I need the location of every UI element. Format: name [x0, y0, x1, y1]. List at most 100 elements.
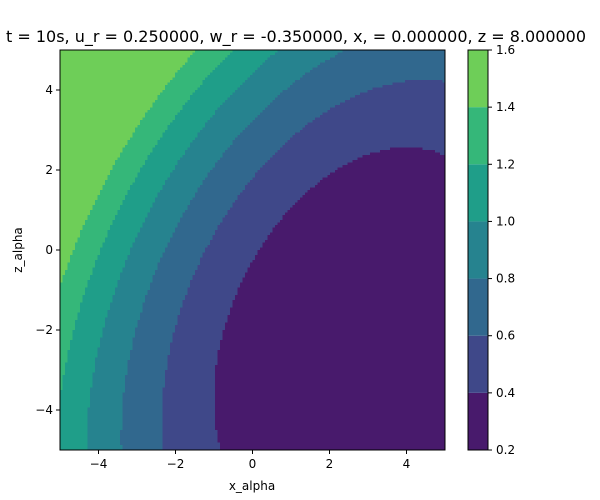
contour-cell [230, 105, 233, 108]
contour-cell [298, 70, 301, 73]
contour-cell [315, 128, 318, 131]
contour-cell [103, 110, 106, 113]
contour-cell [323, 128, 326, 131]
contour-cell [330, 108, 333, 111]
contour-cell [390, 63, 393, 66]
contour-cell [295, 70, 298, 73]
contour-cell [120, 90, 123, 93]
contour-cell [135, 118, 138, 121]
contour-cell [133, 88, 136, 91]
contour-cell [355, 78, 358, 81]
contour-cell [405, 58, 408, 61]
contour-cell [205, 123, 208, 126]
contour-cell [243, 95, 246, 98]
contour-cell [158, 75, 161, 78]
contour-cell [150, 95, 153, 98]
contour-cell [183, 78, 186, 81]
contour-cell [323, 68, 326, 71]
contour-cell [113, 118, 116, 121]
contour-cell [133, 78, 136, 81]
contour-cell [68, 110, 71, 113]
contour-cell [398, 70, 401, 73]
contour-cell [345, 53, 348, 56]
contour-cell [210, 120, 213, 123]
contour-cell [120, 113, 123, 116]
contour-cell [295, 93, 298, 96]
contour-cell [303, 90, 306, 93]
contour-cell [155, 58, 158, 61]
contour-cell [233, 78, 236, 81]
contour-cell [168, 95, 171, 98]
contour-cell [255, 115, 258, 118]
contour-cell [160, 128, 163, 131]
contour-cell [148, 80, 151, 83]
contour-cell [103, 70, 106, 73]
contour-cell [360, 118, 363, 121]
contour-cell [353, 115, 356, 118]
contour-cell [220, 93, 223, 96]
contour-cell [250, 65, 253, 68]
contour-cell [155, 93, 158, 96]
contour-cell [113, 110, 116, 113]
contour-cell [218, 78, 221, 81]
contour-cell [135, 53, 138, 56]
contour-cell [70, 98, 73, 101]
contour-cell [240, 93, 243, 96]
contour-cell [408, 78, 411, 81]
contour-cell [435, 75, 438, 78]
contour-cell [273, 93, 276, 96]
contour-cell [68, 70, 71, 73]
contour-cell [175, 130, 178, 133]
contour-cell [428, 100, 431, 103]
contour-cell [200, 63, 203, 66]
contour-cell [298, 68, 301, 71]
contour-cell [63, 108, 66, 111]
contour-cell [195, 125, 198, 128]
contour-cell [273, 70, 276, 73]
contour-cell [295, 83, 298, 86]
contour-cell [318, 75, 321, 78]
contour-cell [345, 75, 348, 78]
contour-cell [273, 105, 276, 108]
contour-cell [173, 108, 176, 111]
contour-cell [293, 88, 296, 91]
contour-cell [143, 123, 146, 126]
contour-cell [260, 108, 263, 111]
contour-cell [250, 115, 253, 118]
contour-cell [210, 75, 213, 78]
contour-cell [433, 118, 436, 121]
contour-cell [148, 113, 151, 116]
contour-cell [93, 63, 96, 66]
contour-cell [335, 98, 338, 101]
contour-cell [365, 113, 368, 116]
contour-cell [400, 75, 403, 78]
contour-cell [250, 95, 253, 98]
contour-cell [263, 78, 266, 81]
contour-cell [345, 85, 348, 88]
contour-cell [120, 83, 123, 86]
contour-cell [110, 80, 113, 83]
contour-cell [205, 100, 208, 103]
contour-cell [383, 60, 386, 63]
contour-cell [140, 98, 143, 101]
contour-cell [348, 98, 351, 101]
contour-cell [265, 73, 268, 76]
contour-cell [198, 88, 201, 91]
contour-cell [365, 75, 368, 78]
contour-cell [318, 53, 321, 56]
contour-cell [205, 120, 208, 123]
contour-cell [423, 90, 426, 93]
contour-cell [263, 68, 266, 71]
contour-cell [193, 115, 196, 118]
contour-cell [248, 118, 251, 121]
contour-cell [163, 78, 166, 81]
contour-cell [375, 125, 378, 128]
contour-cell [103, 105, 106, 108]
contour-cell [418, 85, 421, 88]
contour-cell [148, 65, 151, 68]
contour-cell [388, 78, 391, 81]
contour-cell [293, 108, 296, 111]
contour-cell [328, 113, 331, 116]
contour-cell [140, 60, 143, 63]
contour-cell [368, 85, 371, 88]
